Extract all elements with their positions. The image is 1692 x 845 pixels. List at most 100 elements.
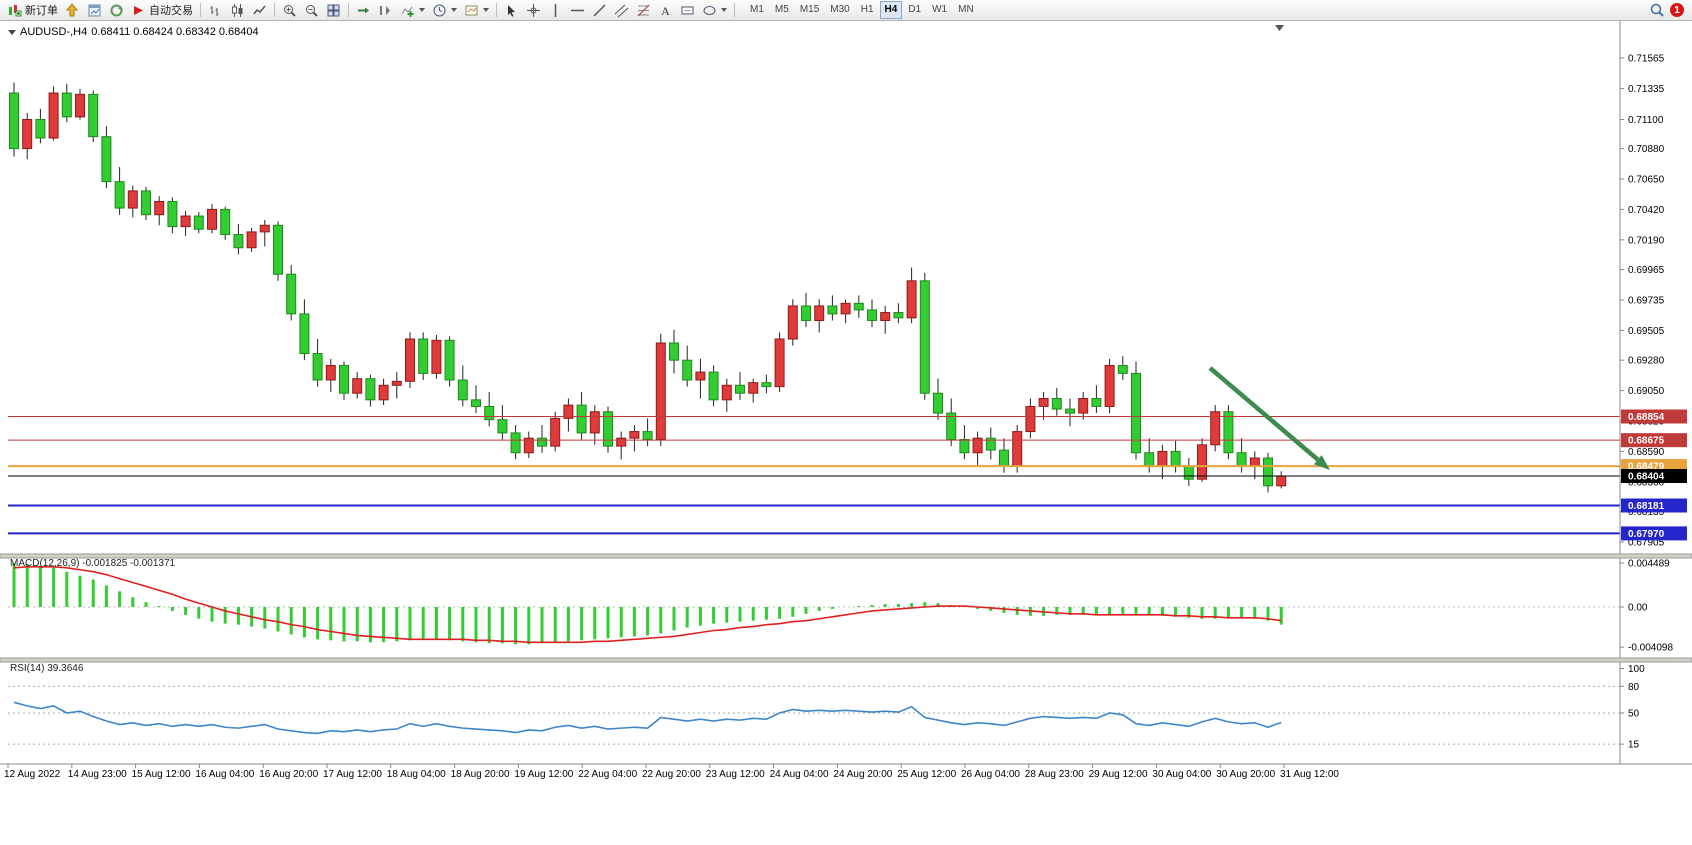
text-button[interactable]: A	[655, 1, 676, 19]
timeframe-button-h1[interactable]: H1	[860, 4, 874, 15]
chart-shift-button[interactable]	[375, 1, 396, 19]
periods-button[interactable]	[429, 1, 460, 19]
candle	[748, 382, 759, 394]
ohlc-values: 0.68411 0.68424 0.68342 0.68404	[91, 26, 259, 38]
timeframe-button-m30[interactable]: M30	[830, 4, 850, 15]
candle	[642, 431, 653, 441]
price-badge: 0.68675	[1621, 433, 1687, 448]
candle	[840, 302, 851, 315]
panel-separator[interactable]	[0, 553, 1692, 559]
search-icon[interactable]	[1649, 3, 1664, 18]
candle	[127, 190, 138, 209]
symbol-dropdown-icon[interactable]	[8, 29, 16, 35]
macd-signal-line	[13, 566, 1282, 644]
bar-chart-button[interactable]	[205, 1, 226, 19]
candles-layer	[9, 82, 1287, 493]
horizontal-line-icon	[570, 3, 585, 18]
svg-text:0.69505: 0.69505	[1628, 326, 1665, 337]
svg-text:0.70420: 0.70420	[1628, 205, 1665, 216]
svg-text:0.71100: 0.71100	[1628, 115, 1664, 126]
candle	[1223, 411, 1234, 454]
candle	[708, 371, 719, 401]
timeframe-button-h4[interactable]: H4	[879, 1, 903, 19]
cursor-button[interactable]	[501, 1, 522, 19]
tile-windows-icon	[326, 3, 341, 18]
svg-text:24 Aug 04:00: 24 Aug 04:00	[770, 769, 829, 780]
timeframe-button-d1[interactable]: D1	[908, 4, 922, 15]
candle	[352, 378, 363, 394]
candle	[312, 353, 323, 381]
shapes-button[interactable]	[699, 1, 730, 19]
candle	[1104, 364, 1115, 407]
candle	[1170, 450, 1181, 467]
horizontal-line-button[interactable]	[567, 1, 588, 19]
candle	[1025, 405, 1036, 433]
timeframe-button-m1[interactable]: M1	[750, 4, 764, 15]
candle	[325, 364, 336, 381]
vertical-line-button[interactable]	[545, 1, 566, 19]
trendline-button[interactable]	[589, 1, 610, 19]
toolbar-separator	[274, 3, 275, 17]
candle	[1038, 398, 1049, 407]
quick-trade-button[interactable]	[62, 1, 83, 19]
new-order-button[interactable]: 新订单	[4, 1, 61, 19]
panel-separator[interactable]	[0, 657, 1692, 663]
timeframe-button-m5[interactable]: M5	[774, 4, 789, 15]
new-order-icon	[7, 3, 22, 18]
candlestick-chart-button[interactable]	[227, 1, 248, 19]
indicators-button[interactable]	[397, 1, 428, 19]
svg-text:22 Aug 04:00: 22 Aug 04:00	[578, 769, 637, 780]
candle	[893, 312, 904, 319]
line-chart-button[interactable]	[249, 1, 270, 19]
fibonacci-button[interactable]	[633, 1, 654, 19]
templates-button[interactable]	[461, 1, 492, 19]
svg-text:18 Aug 04:00: 18 Aug 04:00	[387, 769, 446, 780]
channel-button[interactable]	[611, 1, 632, 19]
timeframe-button-mn[interactable]: MN	[958, 4, 974, 15]
svg-text:0.004489: 0.004489	[1628, 559, 1670, 570]
svg-text:15 Aug 12:00: 15 Aug 12:00	[132, 769, 191, 780]
candle	[550, 417, 561, 447]
crosshair-button[interactable]	[523, 1, 544, 19]
tile-windows-button[interactable]	[323, 1, 344, 19]
zoom-out-button[interactable]	[301, 1, 322, 19]
quick-trade-icon	[65, 2, 80, 18]
candle	[365, 378, 376, 401]
auto-scroll-button[interactable]	[353, 1, 374, 19]
new-chart-button[interactable]	[84, 1, 105, 19]
label-button[interactable]	[677, 1, 698, 19]
candle	[616, 437, 627, 447]
candle	[259, 224, 270, 233]
auto-trading-button[interactable]: 自动交易	[128, 1, 196, 19]
svg-text:A: A	[661, 4, 670, 18]
candle	[853, 302, 864, 311]
down-arrow-annotation[interactable]	[1208, 366, 1330, 470]
svg-text:15: 15	[1628, 740, 1640, 751]
candle	[1012, 431, 1023, 467]
notification-badge[interactable]: 1	[1670, 3, 1684, 17]
candle	[933, 392, 943, 414]
timeframe-button-m15[interactable]: M15	[799, 4, 820, 15]
svg-text:31 Aug 12:00: 31 Aug 12:00	[1280, 769, 1339, 780]
new-order-label: 新订单	[25, 5, 58, 17]
candle	[1065, 408, 1075, 414]
toolbar-right-group: 1	[1649, 3, 1688, 18]
time-axis: 12 Aug 2022 14 Aug 23:00 15 Aug 12:00 16 Au…	[0, 763, 1692, 780]
refresh-button[interactable]	[106, 1, 127, 19]
candle	[537, 437, 547, 447]
candle	[827, 305, 838, 315]
zoom-in-button[interactable]	[279, 1, 300, 19]
svg-text:0.71335: 0.71335	[1628, 84, 1665, 95]
candle	[246, 231, 257, 249]
candle	[735, 384, 745, 394]
chart-shift-marker[interactable]	[1275, 25, 1284, 31]
chevron-down-icon	[419, 8, 425, 12]
timeframe-button-w1[interactable]: W1	[932, 4, 948, 15]
svg-text:22 Aug 20:00: 22 Aug 20:00	[642, 769, 701, 780]
candle	[141, 190, 151, 216]
svg-text:0.69735: 0.69735	[1628, 295, 1665, 306]
candle	[985, 437, 996, 451]
svg-text:30 Aug 20:00: 30 Aug 20:00	[1216, 769, 1275, 780]
svg-text:0.68181: 0.68181	[1628, 501, 1665, 512]
